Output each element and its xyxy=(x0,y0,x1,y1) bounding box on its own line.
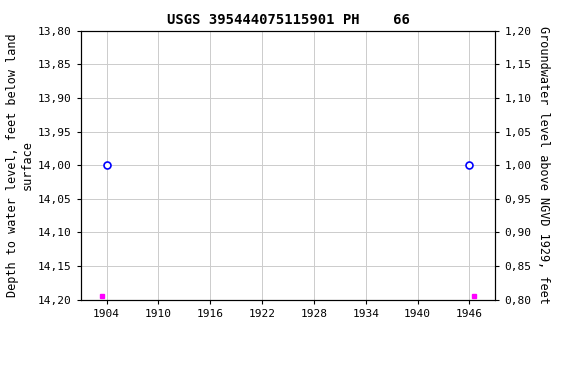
Title: USGS 395444075115901 PH    66: USGS 395444075115901 PH 66 xyxy=(166,13,410,27)
Y-axis label: Groundwater level above NGVD 1929, feet: Groundwater level above NGVD 1929, feet xyxy=(537,26,550,304)
Y-axis label: Depth to water level, feet below land
surface: Depth to water level, feet below land su… xyxy=(6,33,33,297)
